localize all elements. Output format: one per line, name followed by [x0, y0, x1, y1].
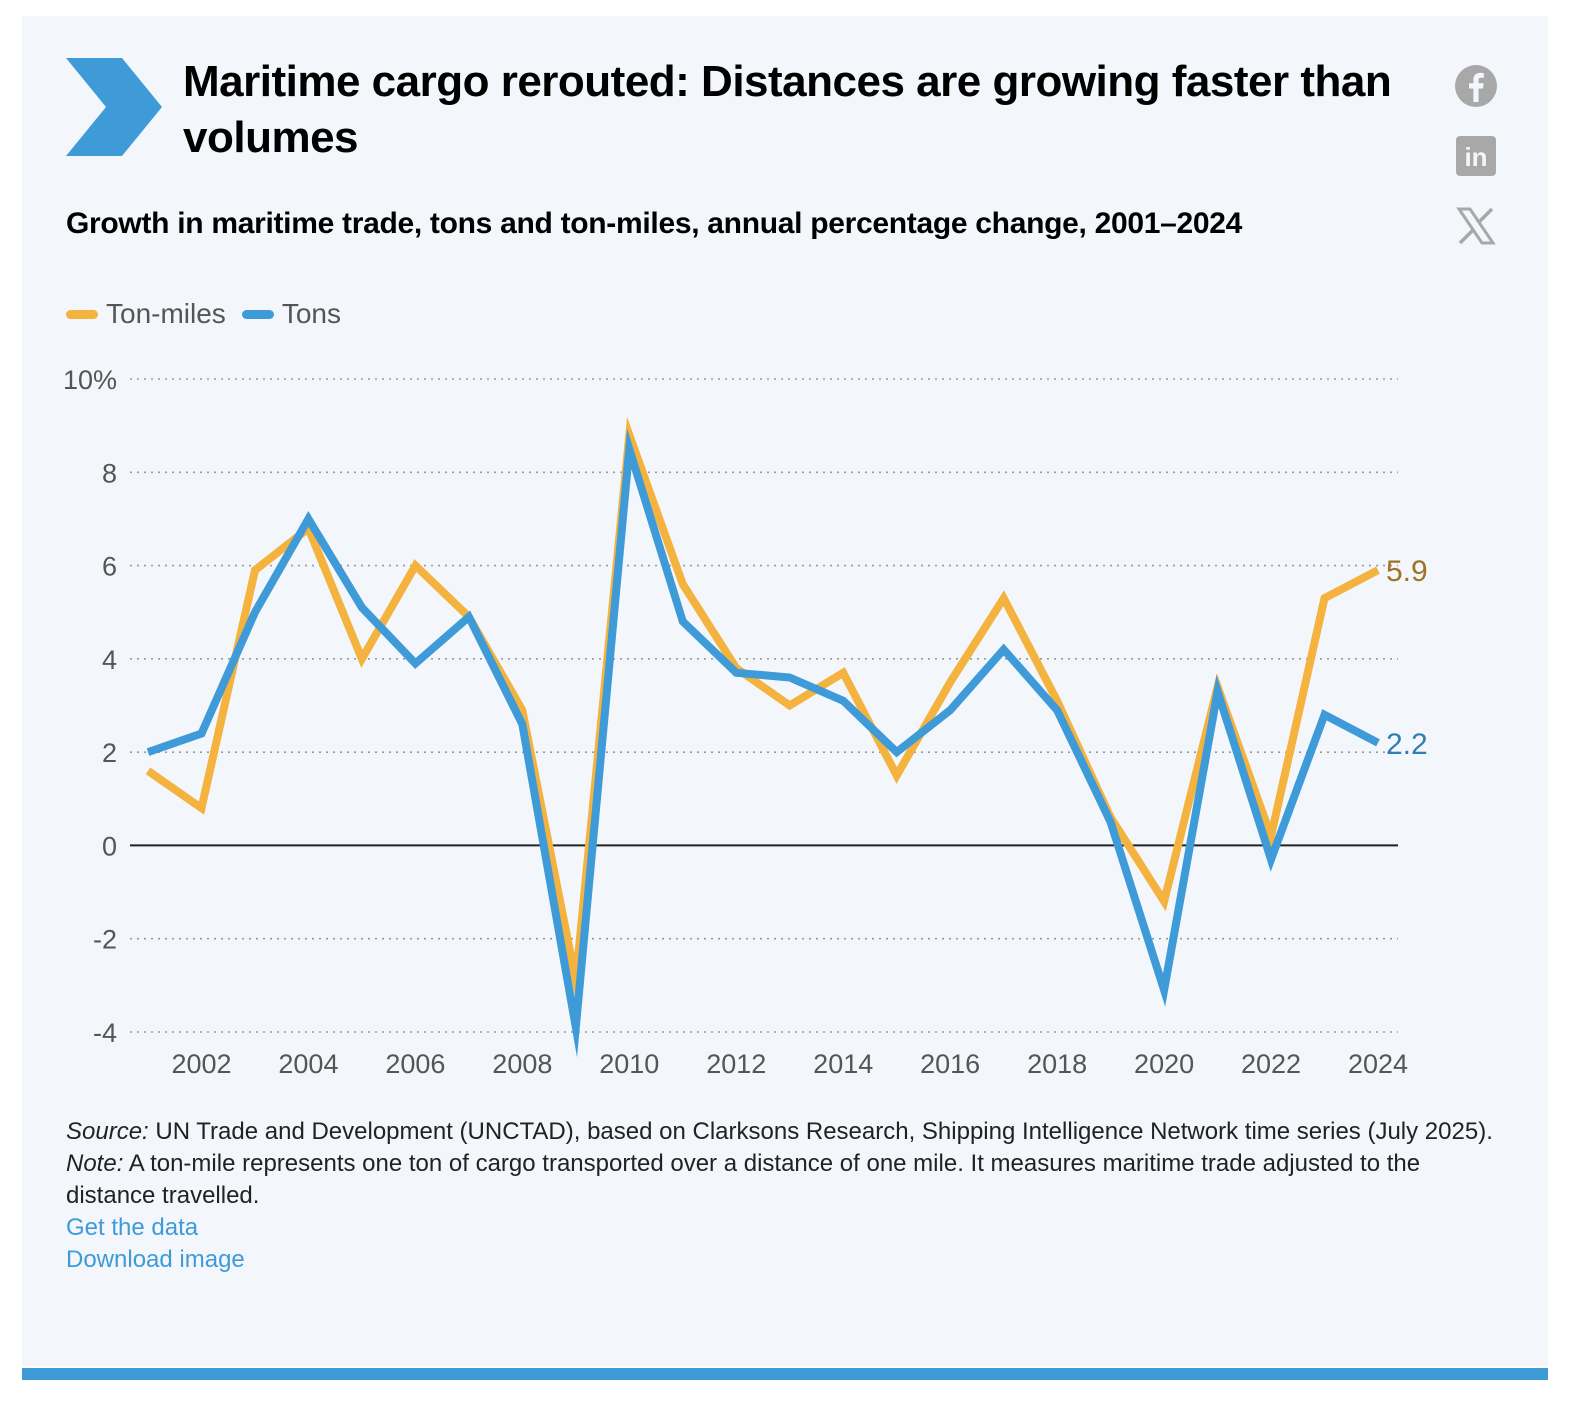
source-label: Source: [66, 1118, 149, 1145]
x-tick-label: 2006 [385, 1049, 445, 1079]
share-facebook-button[interactable] [1454, 64, 1498, 108]
x-tick-label: 2012 [706, 1049, 766, 1079]
x-tick-label: 2002 [171, 1049, 231, 1079]
facebook-icon [1455, 65, 1497, 107]
get-data-link[interactable]: Get the data [66, 1214, 199, 1241]
y-tick-label: 10% [63, 365, 117, 395]
x-icon [1456, 207, 1496, 245]
chart-subtitle: Growth in maritime trade, tons and ton-m… [66, 207, 1243, 240]
legend-item-tons: Tons [241, 298, 341, 330]
chevron-logo-icon [66, 58, 162, 156]
end-label-tons: 2.2 [1386, 728, 1428, 761]
bottom-accent-bar [22, 1368, 1548, 1380]
page-title: Maritime cargo rerouted: Distances are g… [183, 57, 1392, 162]
source-note: Source: UN Trade and Development (UNCTAD… [66, 1116, 1516, 1148]
legend-item-ton-miles: Ton-miles [66, 298, 226, 330]
y-tick-label: 2 [102, 738, 117, 768]
y-tick-label: -4 [93, 1018, 117, 1048]
methodology-note: Note: A ton-mile represents one ton of c… [66, 1148, 1516, 1212]
y-tick-label: 6 [102, 552, 117, 582]
share-x-button[interactable] [1454, 204, 1498, 248]
download-image-link[interactable]: Download image [66, 1246, 245, 1273]
x-tick-label: 2014 [813, 1049, 873, 1079]
x-tick-label: 2018 [1027, 1049, 1087, 1079]
x-tick-label: 2024 [1348, 1049, 1408, 1079]
y-tick-label: -2 [93, 925, 117, 955]
x-tick-label: 2016 [920, 1049, 980, 1079]
x-tick-label: 2010 [599, 1049, 659, 1079]
series-line-tons [146, 428, 1380, 1058]
note-text: A ton-mile represents one ton of cargo t… [66, 1150, 1421, 1209]
note-label: Note: [66, 1150, 124, 1177]
linkedin-icon: in [1456, 136, 1496, 176]
series-line-ton-miles [145, 416, 1380, 1009]
legend-swatch-ton-miles [66, 309, 98, 319]
end-label-ton-miles: 5.9 [1386, 555, 1428, 588]
chart-footer: Source: UN Trade and Development (UNCTAD… [66, 1116, 1516, 1276]
y-tick-label: 8 [102, 458, 117, 488]
x-tick-label: 2020 [1134, 1049, 1194, 1079]
x-tick-label: 2004 [278, 1049, 338, 1079]
y-tick-label: 0 [102, 831, 117, 861]
share-linkedin-button[interactable]: in [1454, 134, 1498, 178]
chart-legend: Ton-miles Tons [66, 296, 357, 332]
line-chart: -4 -2 0 2 4 6 8 10% 2002 2004 2006 2008 2010 2012 2014… [63, 365, 1428, 1079]
y-tick-label: 4 [102, 645, 117, 675]
legend-label-tons: Tons [281, 298, 341, 329]
svg-text:in: in [1464, 142, 1487, 172]
x-tick-label: 2008 [492, 1049, 552, 1079]
chart-card [22, 16, 1548, 1366]
legend-swatch-tons [241, 309, 274, 319]
legend-label-ton-miles: Ton-miles [106, 298, 226, 329]
x-tick-label: 2022 [1241, 1049, 1301, 1079]
source-text: UN Trade and Development (UNCTAD), based… [148, 1118, 1493, 1145]
